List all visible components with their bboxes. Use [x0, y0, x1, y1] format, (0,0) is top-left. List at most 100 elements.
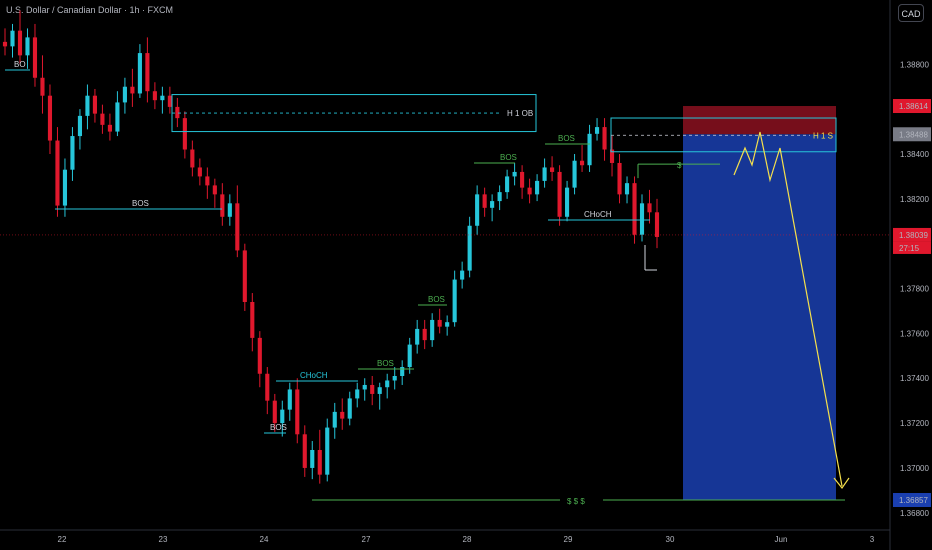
candle-body[interactable] — [505, 176, 510, 193]
candle-body[interactable] — [520, 171, 525, 188]
candle-body[interactable] — [287, 389, 292, 410]
candle-body[interactable] — [62, 169, 68, 206]
candle-body[interactable] — [437, 319, 442, 327]
candle-body[interactable] — [624, 183, 630, 195]
candle-body[interactable] — [392, 376, 397, 381]
candle-body[interactable] — [25, 37, 30, 56]
candle-body[interactable] — [452, 279, 457, 323]
candle-body[interactable] — [85, 95, 90, 116]
candle-body[interactable] — [10, 30, 15, 47]
candle-body[interactable] — [370, 384, 375, 394]
currency-badge[interactable]: CAD — [898, 4, 924, 22]
candle-body[interactable] — [205, 176, 210, 186]
candle-body[interactable] — [422, 328, 427, 341]
candle-body[interactable] — [257, 337, 262, 374]
h1-s-label: H 1 S — [813, 131, 833, 140]
candle-body[interactable] — [535, 180, 540, 195]
candle-body[interactable] — [460, 270, 465, 280]
stop-loss-zone[interactable] — [683, 106, 836, 135]
candle-body[interactable] — [310, 450, 315, 468]
candle-body[interactable] — [70, 136, 75, 170]
candle-body[interactable] — [475, 194, 480, 226]
candle-body[interactable] — [100, 113, 105, 125]
candle-body[interactable] — [467, 225, 472, 271]
time-tick: 28 — [463, 535, 472, 544]
candle-body[interactable] — [400, 367, 405, 376]
bos-label-3: BOS — [377, 359, 394, 368]
candle-body[interactable] — [265, 373, 270, 401]
candle-body[interactable] — [362, 384, 367, 390]
candle-body[interactable] — [355, 389, 360, 399]
candle-body[interactable] — [482, 194, 487, 208]
candle-body[interactable] — [2, 41, 8, 47]
candle-body[interactable] — [137, 53, 142, 94]
candle-body[interactable] — [527, 187, 532, 195]
candle-body[interactable] — [55, 140, 60, 206]
candle-body[interactable] — [220, 194, 225, 217]
candle-body[interactable] — [145, 53, 150, 92]
candle-body[interactable] — [565, 187, 570, 217]
candle-body[interactable] — [280, 409, 285, 424]
candle-body[interactable] — [332, 411, 337, 428]
candle-body[interactable] — [550, 167, 555, 172]
candle-body[interactable] — [512, 171, 517, 177]
price-badge-entry-bg — [893, 127, 931, 142]
candle-body[interactable] — [609, 149, 615, 163]
candle-body[interactable] — [160, 95, 165, 101]
candle-body[interactable] — [490, 201, 495, 208]
candle-body[interactable] — [130, 86, 135, 94]
candle-body[interactable] — [175, 106, 180, 119]
candle-body[interactable] — [182, 118, 187, 150]
candle-body[interactable] — [340, 411, 345, 419]
candle-body[interactable] — [32, 37, 38, 78]
candle-body[interactable] — [77, 115, 83, 137]
projection-arrowhead — [833, 477, 850, 490]
candle-body[interactable] — [377, 387, 382, 394]
candle-body[interactable] — [227, 203, 232, 217]
candle-body[interactable] — [197, 167, 202, 177]
candle-body[interactable] — [17, 30, 23, 56]
candle-body[interactable] — [579, 160, 585, 166]
candle-body[interactable] — [594, 127, 600, 134]
candle-body[interactable] — [557, 171, 562, 217]
candle-body[interactable] — [542, 167, 547, 181]
candle-body[interactable] — [325, 427, 330, 475]
candle-body[interactable] — [587, 133, 592, 166]
candle-body[interactable] — [122, 86, 127, 103]
candle-body[interactable] — [47, 95, 53, 141]
candle-body[interactable] — [272, 400, 277, 424]
candle-body[interactable] — [602, 127, 607, 150]
candle-body[interactable] — [235, 203, 240, 251]
candle-body[interactable] — [250, 302, 255, 338]
candle-body[interactable] — [92, 95, 97, 114]
candle-body[interactable] — [167, 95, 172, 107]
candle-body[interactable] — [212, 185, 217, 195]
candle-body[interactable] — [415, 328, 420, 345]
candle-body[interactable] — [190, 149, 195, 168]
candle-body[interactable] — [317, 450, 322, 475]
candle-body[interactable] — [617, 162, 622, 195]
candle-body[interactable] — [445, 322, 450, 327]
candle-body[interactable] — [497, 192, 502, 202]
take-profit-zone[interactable] — [683, 134, 836, 501]
candle-body[interactable] — [302, 434, 307, 468]
price-tick: 1.38800 — [900, 60, 929, 69]
candle-body[interactable] — [115, 102, 120, 132]
candle-body[interactable] — [242, 250, 247, 302]
projection-path[interactable] — [733, 131, 843, 487]
candle-body[interactable] — [107, 124, 112, 132]
candle-body[interactable] — [430, 319, 435, 341]
price-badge-current: 1.38039 — [899, 231, 928, 240]
candle-body[interactable] — [654, 212, 660, 237]
candle-body[interactable] — [295, 389, 300, 435]
candle-body[interactable] — [40, 77, 45, 96]
candle-body[interactable] — [152, 91, 157, 101]
candle-body[interactable] — [647, 203, 652, 213]
candle-body[interactable] — [632, 183, 637, 235]
candle-body[interactable] — [407, 344, 412, 368]
candle-body[interactable] — [347, 398, 352, 419]
candle-body[interactable] — [639, 203, 645, 235]
candle-body[interactable] — [385, 380, 390, 388]
candle-body[interactable] — [572, 160, 577, 188]
